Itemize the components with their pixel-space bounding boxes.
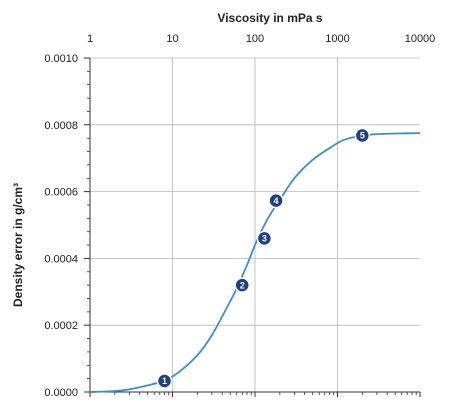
y-tick-label: 0.0004 xyxy=(44,253,78,265)
marker-circle xyxy=(156,373,173,389)
marker-label: 5 xyxy=(360,131,365,141)
marker-label: 2 xyxy=(240,280,245,290)
x-tick-label: 1 xyxy=(87,33,93,45)
y-tick-label: 0.0002 xyxy=(44,320,78,332)
marker-label: 4 xyxy=(274,196,279,206)
grid-layer xyxy=(90,57,420,392)
x-tick-label: 1000 xyxy=(325,33,349,45)
marker-circle xyxy=(234,277,250,293)
x-axis-title: Viscosity in mPa s xyxy=(217,11,322,25)
marker-3: 3 xyxy=(256,230,273,247)
marker-circle xyxy=(256,230,273,247)
label-layer: Viscosity in mPa s Density error in g/cm… xyxy=(11,11,435,399)
marker-1: 1 xyxy=(156,373,173,389)
y-tick-label: 0.0000 xyxy=(44,387,78,399)
y-tick-label: 0.0010 xyxy=(44,53,78,65)
y-tick-label: 0.0006 xyxy=(44,187,78,199)
marker-circle xyxy=(268,192,284,209)
marker-4: 4 xyxy=(268,192,284,209)
marker-layer: 1 2 3 4 5 xyxy=(156,127,371,389)
marker-5: 5 xyxy=(354,127,371,144)
marker-label: 1 xyxy=(162,376,167,386)
y-tick-label: 0.0008 xyxy=(44,120,78,132)
x-tick-label: 10000 xyxy=(405,33,436,45)
marker-label: 3 xyxy=(262,234,267,244)
axis-layer xyxy=(84,57,421,397)
x-tick-label: 10 xyxy=(166,33,178,45)
marker-circle xyxy=(354,127,371,144)
x-tick-label: 100 xyxy=(246,33,264,45)
y-axis-title: Density error in g/cm³ xyxy=(11,183,25,307)
marker-2: 2 xyxy=(234,277,250,293)
